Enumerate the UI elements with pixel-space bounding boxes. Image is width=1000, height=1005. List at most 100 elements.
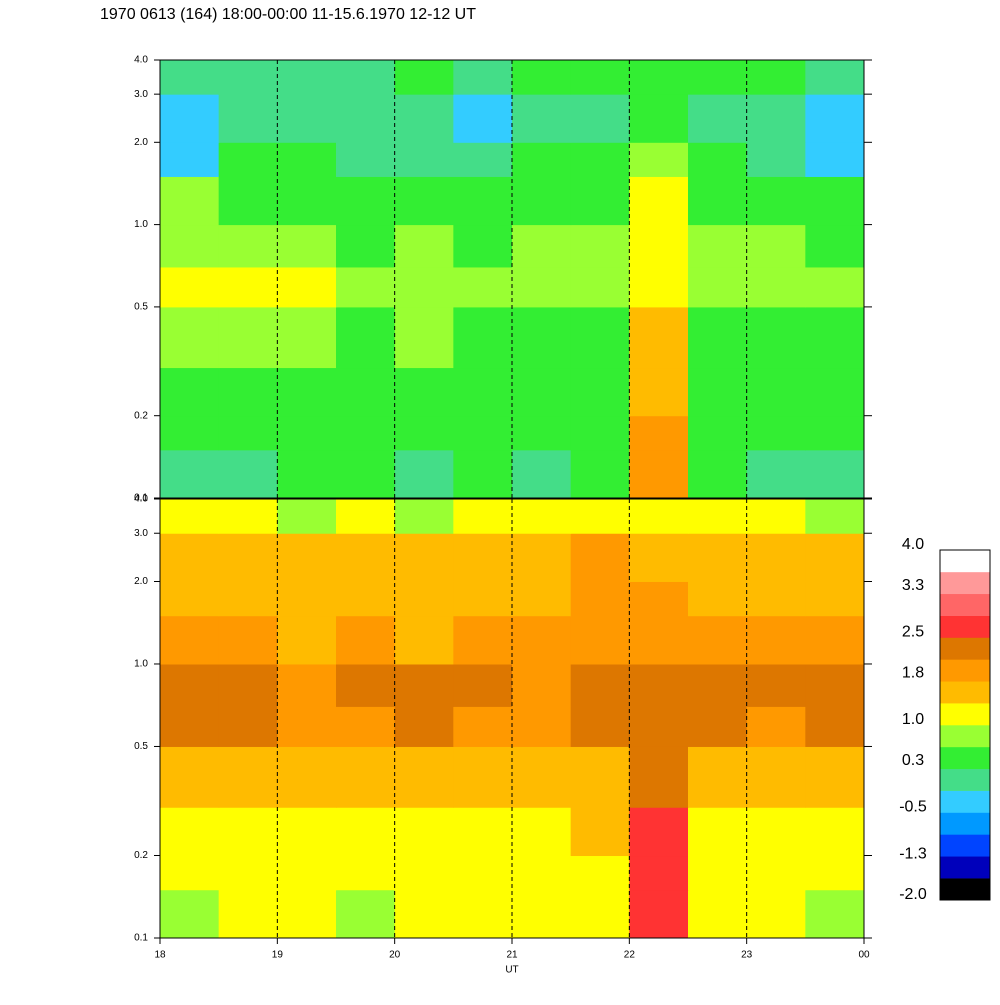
cell xyxy=(746,746,806,808)
cell xyxy=(218,499,278,534)
colorbar-tick-label: -0.5 xyxy=(899,799,927,816)
cell xyxy=(218,889,278,939)
cell xyxy=(688,663,748,707)
cell xyxy=(453,266,513,308)
cell xyxy=(512,224,572,268)
colorbar-swatch xyxy=(940,812,990,835)
cell xyxy=(746,142,806,177)
cell xyxy=(453,581,513,617)
cell xyxy=(453,415,513,451)
cell xyxy=(688,142,748,177)
cell xyxy=(512,581,572,617)
cell xyxy=(394,855,454,891)
cell xyxy=(570,499,630,534)
cell xyxy=(218,142,278,177)
cell xyxy=(629,94,689,143)
cell xyxy=(746,266,806,308)
cell xyxy=(688,807,748,857)
cell xyxy=(453,449,513,499)
cell xyxy=(394,142,454,177)
cell xyxy=(336,533,396,582)
cell xyxy=(570,449,630,499)
cell xyxy=(512,176,572,226)
cell xyxy=(160,176,220,226)
cell xyxy=(277,889,337,939)
cell xyxy=(570,142,630,177)
cell xyxy=(805,60,865,95)
cell xyxy=(218,807,278,857)
cell xyxy=(160,415,220,451)
cell xyxy=(277,367,337,417)
y-tick-label: 0.2 xyxy=(134,850,148,861)
cell xyxy=(394,176,454,226)
cell xyxy=(629,306,689,369)
cell xyxy=(160,367,220,417)
cell xyxy=(218,746,278,808)
cell xyxy=(805,176,865,226)
cell xyxy=(394,449,454,499)
cell xyxy=(805,855,865,891)
cell xyxy=(688,224,748,268)
cell xyxy=(336,224,396,268)
cell xyxy=(277,415,337,451)
cell xyxy=(570,224,630,268)
cell xyxy=(160,449,220,499)
y-tick-label: 4.0 xyxy=(134,494,148,505)
cell xyxy=(688,367,748,417)
cell xyxy=(570,746,630,808)
cell xyxy=(512,306,572,369)
cell xyxy=(277,663,337,707)
cell xyxy=(394,706,454,747)
cell xyxy=(688,746,748,808)
cell xyxy=(629,60,689,95)
cell xyxy=(746,663,806,707)
cell xyxy=(160,581,220,617)
cell xyxy=(453,499,513,534)
cell xyxy=(453,615,513,665)
cell xyxy=(805,449,865,499)
cell xyxy=(746,581,806,617)
colorbar-tick-label: 2.5 xyxy=(902,624,924,641)
cell xyxy=(453,142,513,177)
cell xyxy=(160,807,220,857)
cell xyxy=(746,855,806,891)
x-tick-label: 19 xyxy=(272,950,284,961)
cell xyxy=(688,581,748,617)
cell xyxy=(570,176,630,226)
colorbar-tick-label: 1.0 xyxy=(902,711,924,728)
y-tick-label: 3.0 xyxy=(134,528,148,539)
cell xyxy=(512,499,572,534)
cell xyxy=(746,176,806,226)
cell xyxy=(746,306,806,369)
cell xyxy=(512,60,572,95)
cell xyxy=(746,415,806,451)
cell xyxy=(453,94,513,143)
cell xyxy=(277,94,337,143)
cell xyxy=(218,449,278,499)
colorbar-swatch xyxy=(940,746,990,770)
colorbar-swatch xyxy=(940,856,990,879)
cell xyxy=(277,266,337,308)
cell xyxy=(336,706,396,747)
cell xyxy=(394,663,454,707)
cell xyxy=(629,746,689,808)
cell xyxy=(805,142,865,177)
cell xyxy=(688,415,748,451)
cell xyxy=(688,855,748,891)
cell xyxy=(336,746,396,808)
cell xyxy=(394,807,454,857)
y-tick-label: 0.2 xyxy=(134,410,148,421)
cell xyxy=(629,224,689,268)
colorbar-swatch xyxy=(940,768,990,791)
x-tick-label: 21 xyxy=(506,950,518,961)
colorbar-swatch xyxy=(940,834,990,857)
cell xyxy=(394,367,454,417)
cell xyxy=(629,807,689,857)
cell xyxy=(277,533,337,582)
cell xyxy=(688,176,748,226)
colorbar-tick-label: 0.3 xyxy=(902,752,924,769)
cell xyxy=(336,94,396,143)
cell xyxy=(629,499,689,534)
cell xyxy=(160,266,220,308)
cell xyxy=(336,615,396,665)
